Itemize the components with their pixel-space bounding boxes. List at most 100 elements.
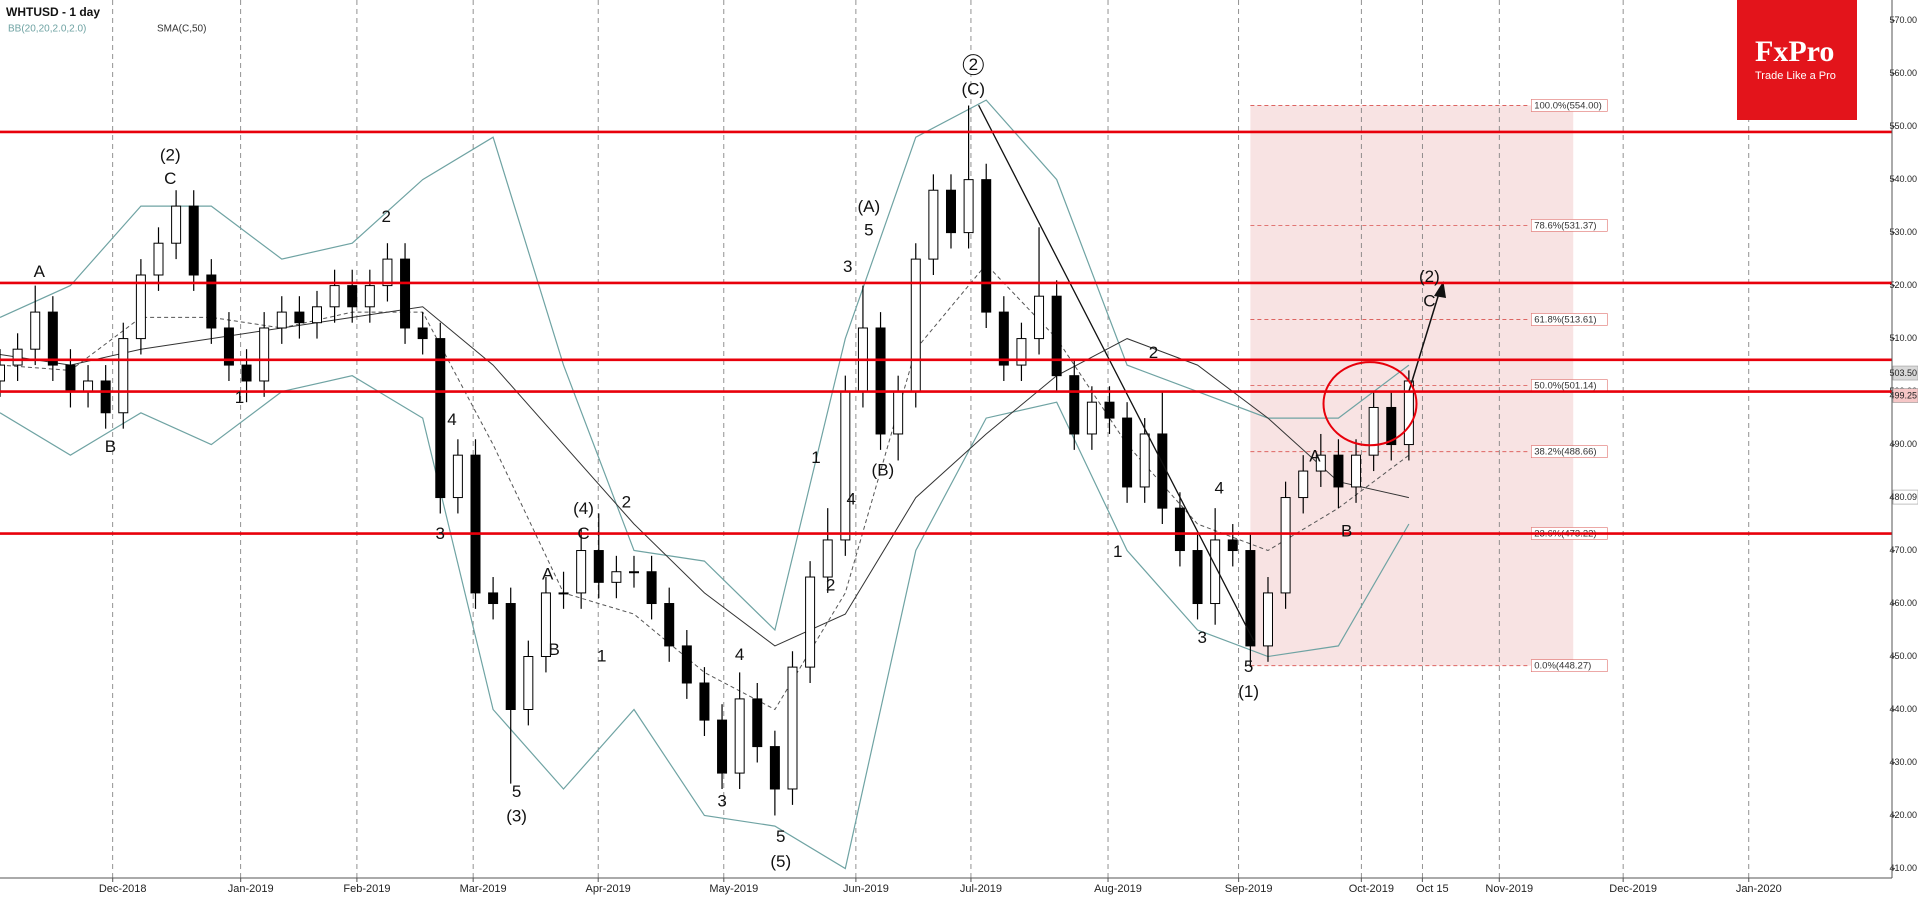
x-tick-label: Jan-2019 bbox=[228, 883, 274, 895]
x-tick-label: Oct-2019 bbox=[1349, 883, 1394, 895]
wave-label: C bbox=[577, 524, 589, 543]
candle-body bbox=[998, 311, 1009, 366]
wave-label: 4 bbox=[735, 645, 744, 664]
candle-body bbox=[452, 454, 463, 499]
price-flag-label: 499.25 bbox=[1889, 390, 1917, 400]
brand-tagline: Trade Like a Pro bbox=[1755, 70, 1836, 82]
wave-label: 2 bbox=[826, 575, 835, 594]
wave-label: 4 bbox=[447, 410, 456, 429]
candle-body bbox=[628, 571, 639, 574]
bollinger-upper bbox=[0, 99, 1410, 632]
wave-label: A bbox=[542, 564, 554, 583]
wave-label: B bbox=[1341, 521, 1352, 540]
wave-circle bbox=[962, 54, 984, 76]
candle-body bbox=[347, 285, 358, 308]
candle-body bbox=[223, 327, 234, 366]
x-tick-label: May-2019 bbox=[709, 883, 758, 895]
candle-body bbox=[1069, 375, 1080, 435]
fib-label-bg bbox=[1530, 219, 1608, 232]
wave-label: 5 bbox=[776, 827, 785, 846]
y-tick-label: 540.00 bbox=[1889, 174, 1917, 184]
legend-entry: SMA(C,50) bbox=[157, 24, 206, 35]
fib-label-bg bbox=[1530, 445, 1608, 458]
x-tick-label: Jun-2019 bbox=[843, 883, 889, 895]
candle-body bbox=[206, 274, 217, 329]
candle-body bbox=[576, 550, 587, 594]
candle-body bbox=[329, 285, 340, 308]
y-tick-label: 410.00 bbox=[1889, 863, 1917, 873]
candle-body bbox=[1210, 539, 1221, 605]
wave-label: C bbox=[1423, 291, 1435, 310]
chart-title: WHTUSD - 1 day bbox=[6, 5, 100, 19]
y-tick-label: 470.00 bbox=[1889, 545, 1917, 555]
candle-body bbox=[787, 666, 798, 790]
price-flag bbox=[1892, 489, 1918, 505]
candle-body bbox=[540, 592, 551, 658]
candle-body bbox=[1351, 454, 1362, 488]
candle-body bbox=[435, 338, 446, 499]
candle-body bbox=[1386, 406, 1397, 446]
wave-label: (3) bbox=[506, 806, 527, 825]
wave-label: 1 bbox=[1113, 542, 1122, 561]
candle-body bbox=[470, 454, 481, 594]
candle-body bbox=[118, 338, 129, 414]
candle-body bbox=[1104, 401, 1115, 419]
wave-label: 1 bbox=[597, 646, 606, 665]
candle-body bbox=[1280, 497, 1291, 594]
candle-body bbox=[1227, 539, 1238, 552]
x-tick-label: Jul-2019 bbox=[960, 883, 1002, 895]
wave-label: C bbox=[164, 169, 176, 188]
candle-body bbox=[30, 311, 41, 350]
fib-label: 0.0%(448.27) bbox=[1534, 661, 1591, 672]
y-tick-label: 420.00 bbox=[1889, 810, 1917, 820]
y-tick-label: 490.00 bbox=[1889, 439, 1917, 449]
wave-label: (5) bbox=[770, 852, 791, 871]
y-tick-label: 440.00 bbox=[1889, 704, 1917, 714]
y-tick-label: 530.00 bbox=[1889, 227, 1917, 237]
candle-body bbox=[840, 391, 851, 541]
bollinger-lower bbox=[0, 375, 1410, 870]
candle-body bbox=[1298, 470, 1309, 499]
candle-body bbox=[893, 391, 904, 435]
price-flag bbox=[1892, 365, 1918, 381]
wave-label: 1 bbox=[235, 388, 244, 407]
wave-label: (2) bbox=[1419, 267, 1440, 286]
back-layer: 100.0%(554.00) 78.6%(531.37) 61.8%(513.61)… bbox=[99, 0, 1917, 895]
wave-label: A bbox=[1309, 447, 1321, 466]
x-tick-label: Oct 15 bbox=[1416, 883, 1448, 895]
candle-body bbox=[364, 285, 375, 308]
wave-label: 2 bbox=[622, 492, 631, 511]
candle-body bbox=[611, 571, 622, 583]
mid-layer bbox=[0, 99, 1414, 870]
fib-label-bg bbox=[1530, 99, 1608, 112]
fib-label-bg bbox=[1530, 313, 1608, 326]
candle-body bbox=[945, 189, 956, 234]
candle-body bbox=[681, 645, 692, 684]
y-tick-label: 550.00 bbox=[1889, 121, 1917, 131]
candle-body bbox=[1122, 417, 1133, 488]
brand-name: FxPro bbox=[1755, 35, 1834, 68]
candle-body bbox=[875, 327, 886, 435]
candle-body bbox=[135, 274, 146, 340]
wave-label: 3 bbox=[717, 792, 726, 811]
wave-label: (A) bbox=[857, 197, 880, 216]
candle-body bbox=[400, 258, 411, 329]
projection-arrow bbox=[1408, 289, 1441, 392]
wave-label: 5 bbox=[864, 220, 873, 239]
candle-body bbox=[1262, 592, 1273, 647]
price-flag bbox=[1892, 388, 1918, 403]
wave-label: B bbox=[105, 437, 116, 456]
candle-body bbox=[0, 364, 5, 382]
wave-label: 3 bbox=[436, 524, 445, 543]
y-tick-label: 460.00 bbox=[1889, 598, 1917, 608]
fib-label: 78.6%(531.37) bbox=[1534, 220, 1596, 231]
candle-body bbox=[822, 539, 833, 578]
candle-body bbox=[1333, 454, 1344, 488]
candle-body bbox=[1139, 433, 1150, 488]
x-tick-label: Nov-2019 bbox=[1485, 883, 1533, 895]
wave-label: 5 bbox=[1244, 657, 1253, 676]
candle-body bbox=[1315, 454, 1326, 472]
